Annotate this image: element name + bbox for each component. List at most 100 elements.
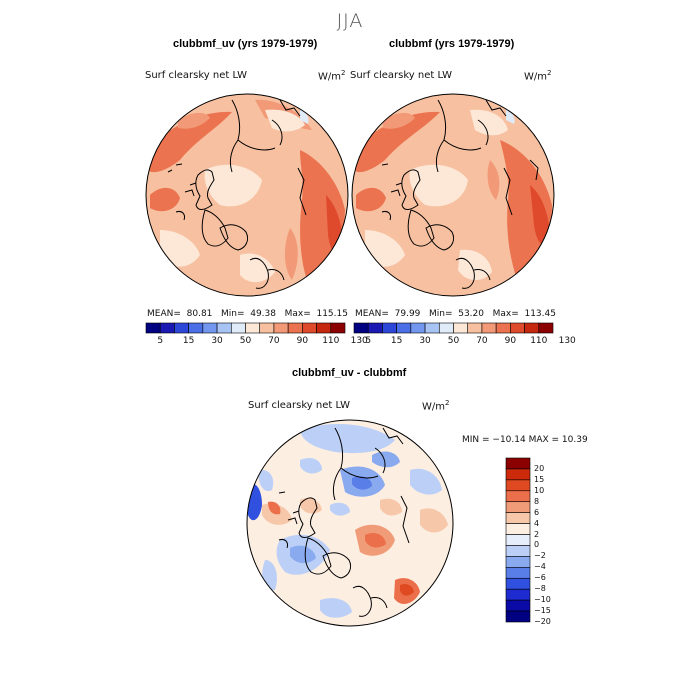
panel1-max: 115.15 — [316, 309, 348, 319]
colorbar-tick-label: 4 — [534, 518, 540, 528]
panel2-max-label: Max= — [492, 309, 519, 319]
panel1-mean: 80.81 — [186, 309, 213, 319]
panel1-title: clubbmf_uv (yrs 1979-1979) — [173, 38, 318, 50]
colorbar-tick-label: 90 — [504, 336, 517, 346]
colorbar-swatch — [230, 322, 246, 334]
colorbar-swatch — [505, 523, 531, 535]
colorbar-tick-label: 5 — [365, 336, 372, 346]
colorbar-tick-label: 30 — [211, 336, 223, 346]
colorbar-swatch — [396, 322, 412, 334]
colorbar-swatch — [202, 322, 218, 334]
colorbar-swatch — [424, 322, 440, 334]
colorbar-swatch — [510, 322, 525, 334]
colorbar-tick-label: 0 — [534, 540, 540, 550]
colorbar-swatch — [495, 322, 511, 334]
colorbar-tick-label: 110 — [322, 336, 340, 346]
panel2-units: W/m2 — [524, 69, 552, 83]
colorbar-tick-label: −4 — [534, 562, 546, 572]
colorbar-tick-label: 15 — [534, 474, 545, 484]
colorbar-swatch — [505, 545, 531, 557]
colorbar-swatch — [505, 468, 531, 481]
colorbar-swatch — [453, 322, 469, 334]
colorbar-swatch — [505, 501, 531, 513]
colorbar-swatch — [505, 599, 531, 612]
colorbar-tick-label: 20 — [534, 463, 545, 473]
colorbar-tick-label: −8 — [534, 584, 546, 594]
colorbar-tick-label: 6 — [534, 507, 540, 517]
colorbar-swatch — [505, 556, 531, 568]
colorbar-tick-label: 30 — [419, 336, 431, 346]
panel3-map — [246, 419, 454, 627]
panel1-min-label: Min= — [220, 309, 245, 319]
colorbar-swatch — [505, 512, 531, 524]
colorbar-tick-label: 15 — [182, 336, 195, 346]
colorbar-tick-label: 8 — [534, 496, 540, 506]
panel2-stats: MEAN= 79.99 Min= 53.20 Max= 113.45 — [355, 309, 556, 319]
panel3-stats: MIN = −10.14 MAX = 10.39 — [462, 435, 588, 445]
colorbar-swatch — [330, 322, 346, 334]
panel2-min-label: Min= — [428, 309, 453, 319]
colorbar-tick-label: −20 — [534, 617, 551, 626]
colorbar-swatch — [505, 534, 531, 546]
panel3-units: W/m2 — [422, 399, 450, 413]
colorbar-swatch — [481, 322, 497, 334]
colorbar-tick-label: 70 — [268, 336, 280, 346]
colorbar-swatch — [505, 610, 531, 623]
colorbar-swatch — [245, 322, 261, 334]
panel1-mean-label: MEAN= — [147, 309, 181, 319]
colorbar-tick-label: −10 — [534, 595, 551, 605]
panel3-title: clubbmf_uv - clubbmf — [292, 367, 407, 379]
colorbar-swatch — [273, 322, 289, 334]
colorbar-tick-label: 10 — [534, 485, 545, 495]
colorbar-tick-label: −15 — [534, 606, 551, 616]
panel3-colorbar — [505, 457, 531, 623]
colorbar-swatch — [353, 322, 369, 334]
colorbar-swatch — [438, 322, 454, 334]
panel2-min: 53.20 — [458, 309, 484, 319]
colorbar-tick-label: −6 — [534, 573, 546, 583]
colorbar-tick-label: 50 — [447, 336, 460, 346]
colorbar-swatch — [505, 457, 531, 470]
colorbar-tick-label: 130 — [558, 336, 576, 346]
colorbar-tick-label: 15 — [390, 336, 403, 346]
colorbar-swatch — [174, 322, 189, 334]
panel2-colorbar — [353, 322, 554, 334]
colorbar-tick-label: 90 — [296, 336, 309, 346]
colorbar-tick-label: 130 — [350, 336, 368, 346]
panel1-colorbar — [145, 322, 346, 334]
colorbar-swatch — [505, 588, 531, 601]
panel1-map — [145, 93, 349, 297]
colorbar-tick-label: 5 — [157, 336, 164, 346]
colorbar-swatch — [382, 322, 397, 334]
panel2-variable: Surf clearsky net LW — [350, 70, 453, 81]
colorbar-tick-label: 110 — [530, 336, 548, 346]
colorbar-swatch — [367, 322, 383, 334]
panel2-mean: 79.99 — [394, 309, 421, 319]
colorbar-swatch — [145, 322, 161, 334]
panel1-stats: MEAN= 80.81 Min= 49.38 Max= 115.15 — [147, 309, 348, 319]
colorbar-swatch — [538, 322, 554, 334]
colorbar-swatch — [505, 479, 531, 492]
panel1-variable: Surf clearsky net LW — [145, 70, 248, 81]
colorbar-tick-label: −2 — [534, 551, 546, 561]
colorbar-swatch — [316, 322, 332, 334]
colorbar-swatch — [524, 322, 540, 334]
panel2-mean-label: MEAN= — [355, 309, 389, 319]
colorbar-tick-label: 50 — [239, 336, 252, 346]
panel2-title: clubbmf (yrs 1979-1979) — [389, 38, 515, 50]
colorbar-swatch — [505, 567, 531, 579]
colorbar-tick-label: 70 — [476, 336, 488, 346]
colorbar-swatch — [505, 577, 531, 590]
colorbar-swatch — [467, 322, 483, 334]
panel2-map — [351, 93, 555, 297]
colorbar-swatch — [216, 322, 232, 334]
panel1-max-label: Max= — [284, 309, 311, 319]
colorbar-swatch — [410, 322, 426, 334]
colorbar-tick-label: 2 — [534, 529, 540, 539]
panel3-variable: Surf clearsky net LW — [248, 400, 351, 411]
colorbar-swatch — [259, 322, 275, 334]
season-title: JJA — [336, 10, 364, 32]
colorbar-swatch — [287, 322, 303, 334]
colorbar-swatch — [159, 322, 175, 334]
